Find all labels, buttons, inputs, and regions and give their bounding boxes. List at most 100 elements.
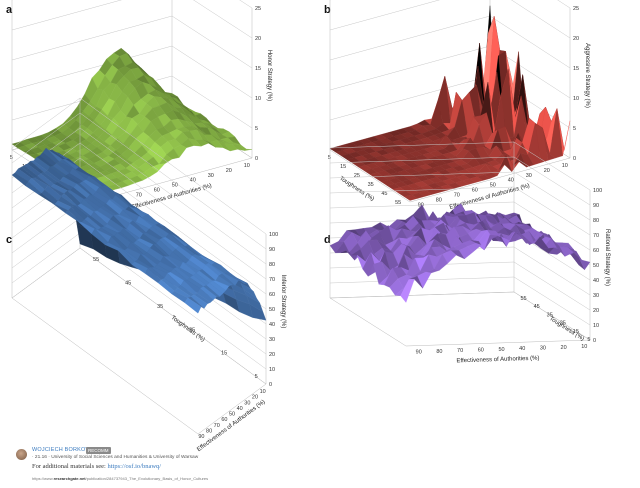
y-tick-label-d: 25 (560, 321, 566, 327)
z-tick-label-d: 0 (593, 338, 596, 344)
y-tick-label-c: 25 (189, 327, 195, 333)
z-tick-label-d: 50 (593, 263, 599, 269)
x-tick-label-d: 20 (561, 345, 567, 351)
x-tick-label-a: 20 (226, 168, 232, 174)
source-url[interactable]: https://www.researchgate.net/publication… (32, 476, 208, 481)
x-tick-label-b: 10 (562, 163, 568, 169)
gridline-z-a-4 (11, 0, 253, 39)
floor-outline-c (11, 247, 267, 435)
z-tick-label-d: 20 (593, 308, 599, 314)
additional-materials-link[interactable]: https://osf.io/bnawq/ (107, 463, 162, 470)
z-tick-label-c: 10 (269, 367, 275, 373)
z-tick-label-c: 70 (269, 277, 275, 283)
gridline-z-b-5 (330, 0, 571, 9)
z-tick-label-a: 20 (255, 36, 261, 42)
x-tick-label-d: 70 (457, 348, 463, 354)
surface-chart-b: 0 5 10 15 20 25 Aggressive Strategy (%) 90 80 70 6… (328, 0, 590, 211)
avatar[interactable] (16, 449, 27, 460)
z-tick-label-b: 20 (573, 36, 579, 42)
x-tick-label-b: 20 (544, 168, 550, 174)
y-tick-label-c: 15 (221, 351, 227, 357)
author-name-link[interactable]: WOJCIECH BORKOWSKI (32, 447, 101, 453)
z-axis-label-a: Honor Strategy (%) (266, 50, 272, 101)
y-tick-label-b: 5 (328, 155, 331, 161)
x-axis-label-c: Effectiveness of Authorities (%) (196, 399, 266, 453)
y-tick-label-b: 45 (381, 191, 387, 197)
floor-outline-d (329, 291, 591, 347)
x-tick-label-d: 80 (436, 349, 442, 355)
chart-panel-c: c 0 10 20 30 40 50 60 70 80 90 100 Inferior Strateg… (0, 97, 310, 454)
z-tick-label-b: 10 (573, 96, 579, 102)
x-tick-label-d: 30 (540, 345, 546, 351)
panel-label-d: d (324, 234, 331, 246)
x-axis-label-d: Effectiveness of Authorities (%) (456, 356, 539, 365)
z-tick-label-c: 100 (269, 232, 278, 238)
z-tick-label-d: 80 (593, 218, 599, 224)
z-axis-label-d: Rational Strategy (%) (604, 229, 610, 286)
z-tick-label-a: 10 (255, 96, 261, 102)
z-tick-label-d: 60 (593, 248, 599, 254)
z-axis-label-c: Inferior Strategy (%) (280, 275, 286, 329)
chart-panel-b: b 0 5 10 15 20 25 Aggressive Strategy (%) 90 80 7… (318, 0, 628, 226)
x-tick-label-c: 90 (198, 434, 204, 440)
x-tick-label-c: 40 (237, 406, 243, 412)
x-tick-label-a: 10 (244, 163, 250, 169)
x-tick-label-d: 10 (581, 344, 587, 350)
z-tick-label-d: 70 (593, 233, 599, 239)
x-tick-label-d: 90 (416, 350, 422, 356)
z-tick-label-c: 60 (269, 292, 275, 298)
author-affiliation: · 21.16 · University of Social Sciences … (32, 455, 199, 460)
gridline-z-b-4 (329, 0, 571, 39)
y-tick-label-b: 25 (354, 173, 360, 179)
x-tick-label-b: 90 (418, 202, 424, 208)
x-tick-label-a: 60 (154, 188, 160, 194)
x-tick-label-d: 50 (498, 347, 504, 353)
additional-materials-label: For additional materials see: (32, 463, 108, 470)
x-tick-label-c: 30 (244, 400, 250, 406)
x-tick-label-c: 10 (260, 389, 266, 395)
z-tick-label-a: 5 (255, 126, 258, 132)
z-tick-label-c: 50 (269, 307, 275, 313)
y-tick-label-c: 45 (125, 281, 131, 287)
y-tick-label-b: 15 (340, 164, 346, 170)
z-tick-label-c: 20 (269, 352, 275, 358)
x-tick-label-c: 20 (252, 395, 258, 401)
x-tick-label-b: 70 (454, 193, 460, 199)
z-tick-label-b: 0 (573, 156, 576, 162)
y-tick-label-c: 5 (255, 374, 258, 380)
source-footer: WOJCIECH BORKOWSKI RECOMM · 21.16 · Univ… (16, 447, 616, 487)
x-tick-label-d: 60 (478, 347, 484, 353)
x-tick-label-b: 40 (508, 178, 514, 184)
z-tick-label-c: 0 (269, 382, 272, 388)
z-axis-label-b: Aggressive Strategy (%) (584, 43, 590, 108)
z-tick-label-d: 10 (593, 323, 599, 329)
chart-panel-d: d 0 10 20 30 40 50 60 70 80 90 100 Rational Strateg… (318, 141, 628, 454)
x-tick-label-c: 60 (221, 417, 227, 423)
y-tick-label-d: 55 (520, 296, 526, 302)
x-tick-label-a: 70 (136, 193, 142, 199)
surface-cell (400, 279, 415, 303)
y-tick-label-c: 55 (93, 257, 99, 263)
z-tick-label-c: 80 (269, 262, 275, 268)
surface-mesh-b (329, 5, 571, 201)
gridline-z-b-3 (329, 15, 571, 69)
source-url-path: /publication/284737943_The_Evolutionary_… (85, 476, 209, 481)
y-tick-label-a: 5 (10, 155, 13, 161)
y-tick-label-c: 35 (157, 304, 163, 310)
panel-label-c: c (6, 234, 13, 246)
gridline-z-a-5 (12, 0, 253, 9)
y-tick-label-d: 35 (547, 312, 553, 318)
y-tick-label-d: 5 (587, 337, 590, 343)
z-tick-label-b: 15 (573, 66, 579, 72)
z-tick-label-a: 15 (255, 66, 261, 72)
z-tick-label-a: 25 (255, 6, 261, 12)
z-tick-label-c: 40 (269, 322, 275, 328)
source-url-domain: researchgate.net (53, 476, 86, 481)
y-axis-label-c: Toughness (%) (170, 315, 206, 343)
z-tick-label-d: 40 (593, 278, 599, 284)
x-tick-label-b: 50 (490, 183, 496, 189)
y-tick-label-d: 15 (573, 329, 579, 335)
x-tick-label-b: 80 (436, 198, 442, 204)
